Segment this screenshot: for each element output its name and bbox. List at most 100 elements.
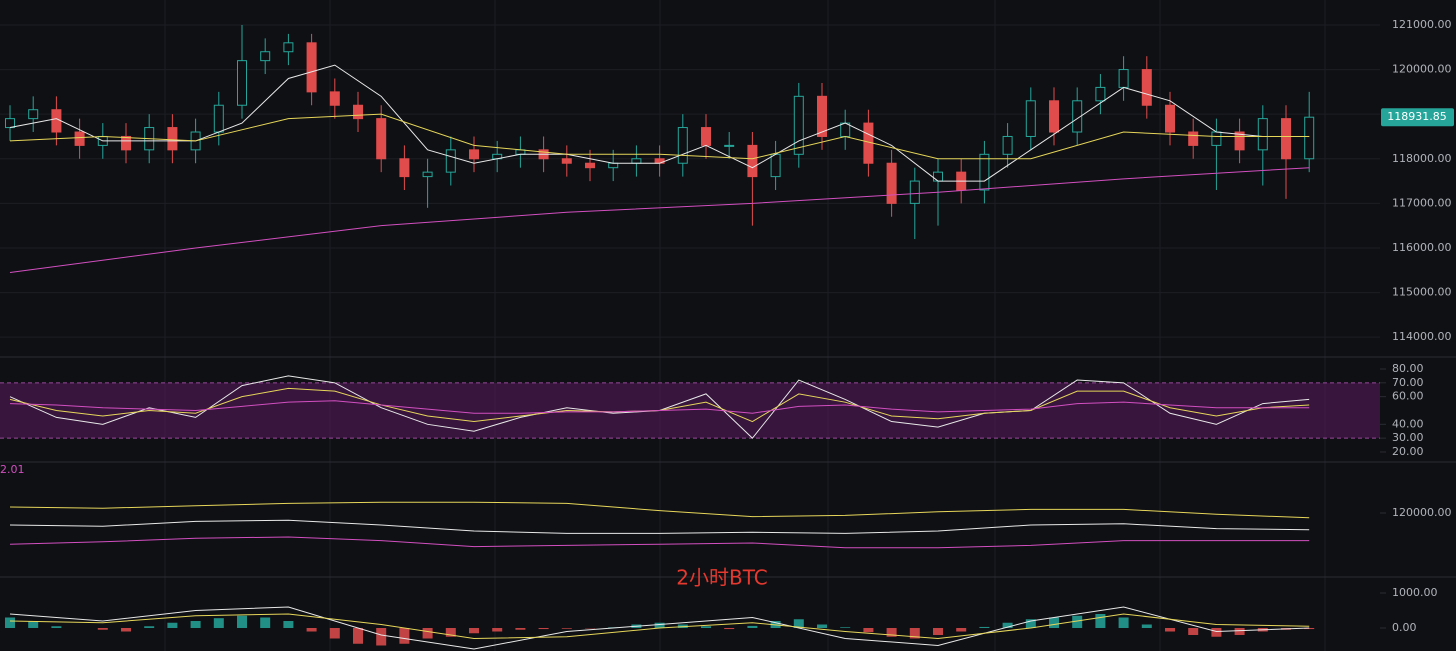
vertical-grid [164, 0, 1326, 651]
y-tick-label: 70.00 [1392, 376, 1424, 389]
macd-bar [1234, 627, 1245, 636]
candle-body [561, 158, 572, 164]
y-tick-label: 60.00 [1392, 390, 1424, 403]
candle-body [701, 127, 711, 146]
candle-body [1304, 116, 1315, 160]
candle-body [770, 153, 781, 178]
candle-body [1211, 131, 1222, 146]
candle-body [909, 180, 920, 204]
candle-body [1188, 131, 1199, 146]
candle-body [1118, 69, 1129, 88]
macd-bar [213, 618, 224, 628]
candle-body [213, 104, 224, 133]
candle-body [631, 158, 642, 164]
macd-bar [283, 620, 294, 628]
macd-bar [399, 627, 410, 644]
y-tick-label: 116000.00 [1392, 241, 1452, 254]
macd-bar [1095, 613, 1106, 628]
macd-bar [840, 627, 851, 628]
candle-body [445, 149, 456, 173]
macd-bar [515, 627, 526, 630]
y-tick-label: 120000.00 [1392, 506, 1452, 519]
macd-bar [492, 627, 503, 632]
candle-body [469, 149, 479, 160]
indicator-line [9, 519, 1310, 534]
macd-bar [863, 627, 874, 633]
y-tick-label: 114000.00 [1392, 330, 1452, 343]
candle-body [817, 95, 827, 137]
macd-bar [97, 627, 108, 630]
macd-bar [1211, 627, 1222, 637]
candle-body [1025, 100, 1036, 137]
macd-bar [933, 627, 943, 636]
y-tick-label: 120000.00 [1392, 63, 1452, 76]
candle-body [1234, 131, 1245, 151]
candle-body [5, 118, 15, 129]
candle-body [793, 95, 804, 155]
candle-body [1095, 86, 1106, 102]
macd-bar [817, 624, 827, 628]
candle-body [260, 51, 271, 62]
y-tick-label: 118000.00 [1392, 152, 1452, 165]
price-tag-box [1381, 108, 1454, 127]
macd-bar [654, 622, 665, 628]
candle-body [399, 158, 410, 178]
candle-body [376, 118, 387, 160]
candle-body [886, 162, 897, 204]
indicator-line [9, 613, 1310, 640]
macd-bar [5, 617, 15, 628]
rsi-band [0, 382, 1380, 439]
macd-bar [422, 627, 433, 639]
macd-bar [1118, 617, 1129, 628]
macd-bar [1141, 624, 1152, 628]
macd-bar [724, 627, 735, 630]
y-tick-label: 1000.00 [1392, 586, 1438, 599]
macd-bar [1072, 615, 1083, 628]
y-tick-label: 117000.00 [1392, 196, 1452, 209]
indicator-line [9, 167, 1310, 273]
macd-bar [1025, 619, 1036, 628]
macd-bar [469, 627, 479, 634]
candle-body [1281, 118, 1291, 160]
candle-body [933, 171, 943, 182]
candle-body [1165, 104, 1175, 133]
macd-bar [51, 626, 62, 628]
candle-body [654, 158, 665, 164]
price-tag: 118931.85 [1387, 110, 1447, 123]
indicator-value: 2.01 [0, 463, 25, 476]
macd-bar [237, 615, 247, 628]
y-tick-label: 115000.00 [1392, 286, 1452, 299]
indicator-line [9, 113, 1310, 160]
macd-bar [144, 626, 155, 628]
candle-body [28, 109, 39, 120]
macd-bar [1188, 627, 1199, 636]
indicator-line [9, 64, 1310, 182]
candle-body [608, 162, 619, 169]
y-tick-label: 40.00 [1392, 417, 1424, 430]
candle-body [747, 144, 758, 178]
candle-body [1257, 118, 1268, 151]
candle-body [237, 60, 247, 106]
candle-body [353, 104, 363, 120]
y-tick-label: 121000.00 [1392, 18, 1452, 31]
macd-bar [979, 626, 990, 628]
candle-body [724, 144, 735, 147]
y-tick-label: 30.00 [1392, 431, 1424, 444]
candle-body [1072, 100, 1083, 133]
candle-body [306, 42, 317, 93]
candle-body [1141, 69, 1152, 106]
macd-bar [909, 627, 920, 639]
macd-bar [747, 625, 758, 628]
macd-bar [28, 620, 39, 628]
macd-bar [701, 626, 711, 628]
macd-bar [1049, 617, 1059, 628]
macd-bar [793, 619, 804, 628]
macd-bar [561, 627, 572, 629]
y-tick-label: 20.00 [1392, 445, 1424, 458]
macd-bar [190, 620, 201, 628]
candle-body [979, 153, 990, 191]
candle-body [167, 127, 178, 151]
candle-body [1002, 135, 1013, 155]
candle-body [283, 42, 294, 53]
